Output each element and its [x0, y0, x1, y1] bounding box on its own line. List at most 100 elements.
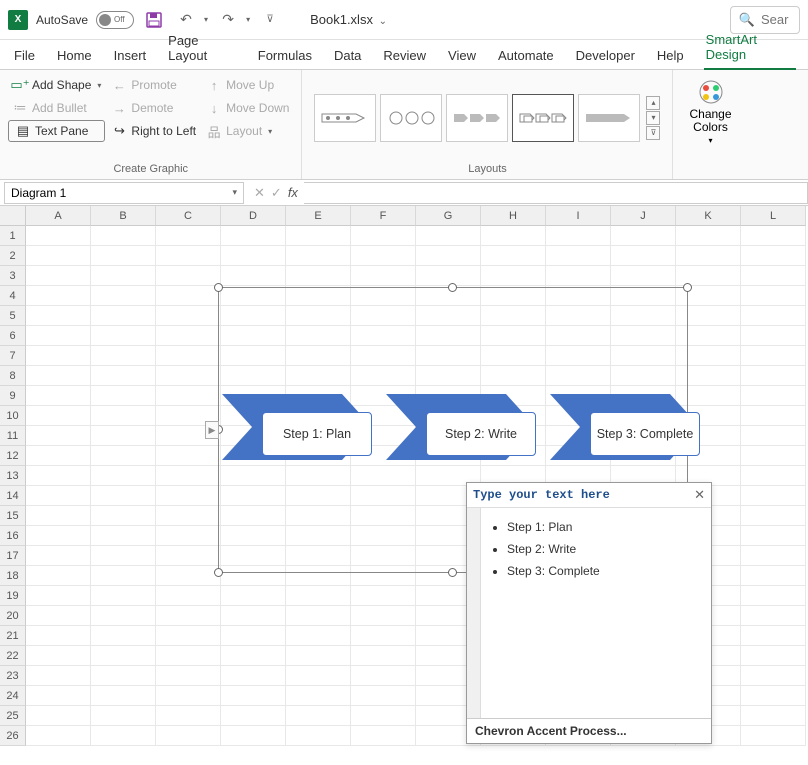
tab-view[interactable]: View [446, 42, 478, 69]
row-header[interactable]: 16 [0, 526, 26, 546]
row-header[interactable]: 12 [0, 446, 26, 466]
smartart-step-2[interactable]: Step 2: Write [386, 394, 538, 460]
tab-file[interactable]: File [12, 42, 37, 69]
column-header[interactable]: G [416, 206, 481, 226]
tab-smartart-design[interactable]: SmartArt Design [704, 26, 796, 70]
resize-handle-tm[interactable] [448, 283, 457, 292]
smartart-step-3[interactable]: Step 3: Complete [550, 394, 702, 460]
step-label-box[interactable]: Step 3: Complete [590, 412, 700, 456]
name-box[interactable]: Diagram 1 ▾ [4, 182, 244, 204]
resize-handle-tl[interactable] [214, 283, 223, 292]
step-label-box[interactable]: Step 1: Plan [262, 412, 372, 456]
save-button[interactable] [142, 8, 166, 32]
column-header[interactable]: F [351, 206, 416, 226]
row-header[interactable]: 21 [0, 626, 26, 646]
layout-thumb-2[interactable] [380, 94, 442, 142]
tab-help[interactable]: Help [655, 42, 686, 69]
row-header[interactable]: 4 [0, 286, 26, 306]
layout-thumb-4[interactable] [512, 94, 574, 142]
step-label-box[interactable]: Step 2: Write [426, 412, 536, 456]
column-header[interactable]: B [91, 206, 156, 226]
row-header[interactable]: 10 [0, 406, 26, 426]
search-input[interactable] [761, 12, 791, 27]
tab-review[interactable]: Review [381, 42, 428, 69]
row-header[interactable]: 22 [0, 646, 26, 666]
tab-data[interactable]: Data [332, 42, 363, 69]
row-header[interactable]: 2 [0, 246, 26, 266]
row-header[interactable]: 20 [0, 606, 26, 626]
add-bullet-button[interactable]: ≔Add Bullet [8, 97, 105, 119]
row-header[interactable]: 19 [0, 586, 26, 606]
row-header[interactable]: 17 [0, 546, 26, 566]
column-header[interactable]: E [286, 206, 351, 226]
row-header[interactable]: 23 [0, 666, 26, 686]
layouts-more[interactable]: ⊽ [646, 126, 660, 140]
row-header[interactable]: 13 [0, 466, 26, 486]
row-header[interactable]: 7 [0, 346, 26, 366]
redo-dropdown-icon[interactable]: ▾ [246, 15, 250, 24]
demote-button[interactable]: →Demote [107, 97, 200, 119]
tab-formulas[interactable]: Formulas [256, 42, 314, 69]
list-item[interactable]: Step 2: Write [507, 538, 703, 560]
undo-button[interactable]: ↶ [174, 8, 198, 32]
row-header[interactable]: 1 [0, 226, 26, 246]
qat-customize-button[interactable]: ⊽ [258, 8, 282, 32]
close-icon[interactable]: ✕ [694, 487, 705, 503]
promote-button[interactable]: ←Promote [107, 74, 200, 96]
autosave-toggle[interactable]: Off [96, 11, 134, 29]
layouts-scroll-up[interactable]: ▴ [646, 96, 660, 110]
row-header[interactable]: 8 [0, 366, 26, 386]
row-header[interactable]: 26 [0, 726, 26, 746]
layout-thumb-3[interactable] [446, 94, 508, 142]
tab-automate[interactable]: Automate [496, 42, 556, 69]
textpane-list[interactable]: Step 1: Plan Step 2: Write Step 3: Compl… [481, 508, 711, 718]
tab-developer[interactable]: Developer [574, 42, 637, 69]
cancel-formula-icon[interactable]: ✕ [254, 185, 265, 201]
list-item[interactable]: Step 3: Complete [507, 560, 703, 582]
column-header[interactable]: A [26, 206, 91, 226]
row-header[interactable]: 18 [0, 566, 26, 586]
list-item[interactable]: Step 1: Plan [507, 516, 703, 538]
layout-thumb-5[interactable] [578, 94, 640, 142]
undo-dropdown-icon[interactable]: ▾ [204, 15, 208, 24]
smartart-step-1[interactable]: Step 1: Plan [222, 394, 374, 460]
textpane-expand-tab[interactable]: ▶ [205, 421, 219, 439]
text-pane-button[interactable]: ▤Text Pane [8, 120, 105, 142]
tab-page-layout[interactable]: Page Layout [166, 27, 238, 69]
resize-handle-bl[interactable] [214, 568, 223, 577]
move-down-button[interactable]: ↓Move Down [202, 97, 293, 119]
redo-button[interactable]: ↷ [216, 8, 240, 32]
row-header[interactable]: 15 [0, 506, 26, 526]
resize-handle-bm[interactable] [448, 568, 457, 577]
row-header[interactable]: 3 [0, 266, 26, 286]
resize-handle-tr[interactable] [683, 283, 692, 292]
accept-formula-icon[interactable]: ✓ [271, 185, 282, 201]
row-header[interactable]: 9 [0, 386, 26, 406]
column-header[interactable]: L [741, 206, 806, 226]
layout-button[interactable]: 品Layout▾ [202, 120, 293, 142]
column-header[interactable]: H [481, 206, 546, 226]
row-header[interactable]: 25 [0, 706, 26, 726]
column-header[interactable]: D [221, 206, 286, 226]
select-all-corner[interactable] [0, 206, 26, 226]
column-header[interactable]: I [546, 206, 611, 226]
tab-insert[interactable]: Insert [112, 42, 149, 69]
layouts-scroll-down[interactable]: ▾ [646, 111, 660, 125]
column-header[interactable]: K [676, 206, 741, 226]
row-header[interactable]: 11 [0, 426, 26, 446]
add-shape-button[interactable]: ▭⁺Add Shape▾ [8, 74, 105, 96]
layout-thumb-1[interactable] [314, 94, 376, 142]
row-header[interactable]: 5 [0, 306, 26, 326]
column-header[interactable]: C [156, 206, 221, 226]
row-header[interactable]: 6 [0, 326, 26, 346]
tab-home[interactable]: Home [55, 42, 94, 69]
smartart-text-pane[interactable]: Type your text here ✕ Step 1: Plan Step … [466, 482, 712, 744]
row-header[interactable]: 24 [0, 686, 26, 706]
column-header[interactable]: J [611, 206, 676, 226]
right-to-left-button[interactable]: ↪Right to Left [107, 120, 200, 142]
formula-input[interactable] [304, 182, 808, 204]
fx-icon[interactable]: fx [288, 185, 298, 200]
change-colors-button[interactable]: Change Colors ▾ [681, 74, 739, 149]
move-up-button[interactable]: ↑Move Up [202, 74, 293, 96]
filename-label[interactable]: Book1.xlsx ⌄ [310, 12, 387, 27]
